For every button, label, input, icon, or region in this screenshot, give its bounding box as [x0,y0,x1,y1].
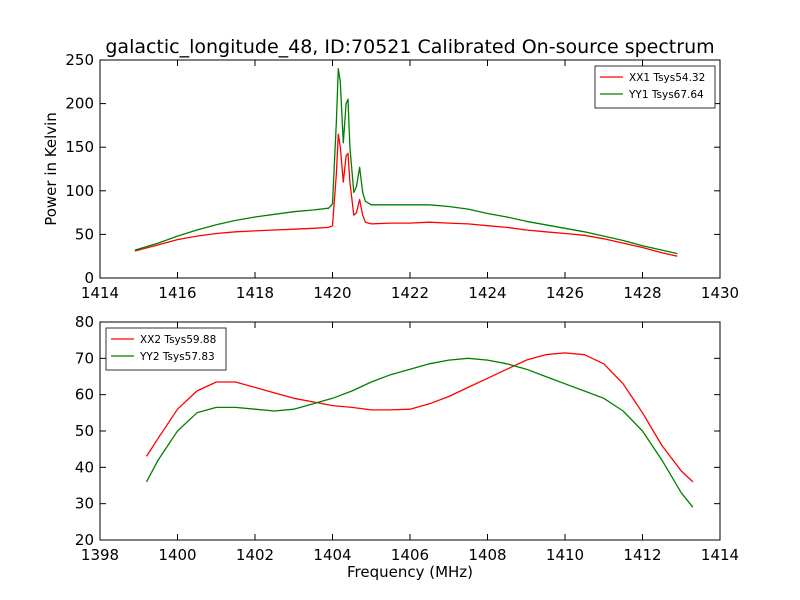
x-tick-label: 1400 [158,546,196,564]
y-tick-label: 80 [75,313,94,331]
y-tick-label: 100 [65,182,94,200]
x-tick-label: 1404 [313,546,351,564]
x-tick-label: 1430 [701,284,739,302]
y-tick-label: 20 [75,531,94,549]
legend-entry: XX2 Tsys59.88 [140,334,216,346]
legend-box [594,65,716,109]
series-line-2 [145,357,694,508]
legend-entry: YY1 Tsys67.64 [628,89,704,101]
y-tick-label: 70 [75,349,94,367]
x-tick-label: 1398 [81,546,119,564]
x-tick-label: 1408 [468,546,506,564]
y-tick-label: 200 [65,95,94,113]
y-tick-label: 0 [84,269,94,287]
x-tick-label: 1414 [81,284,119,302]
x-tick-label: 1426 [546,284,584,302]
x-tick-label: 1420 [313,284,351,302]
y-tick-label: 250 [65,51,94,69]
legend: XX1 Tsys54.32 YY1 Tsys67.64 [594,65,716,109]
y-axis-label: Power in Kelvin [42,112,60,226]
x-tick-label: 1422 [391,284,429,302]
y-tick-label: 60 [75,386,94,404]
legend: XX2 Tsys59.88 YY2 Tsys57.83 [105,327,227,371]
plots: 1414 1416 1418 1420 1422 1424 1426 1428 14300501… [42,51,739,581]
x-tick-label: 1418 [236,284,274,302]
y-tick-label: 150 [65,138,94,156]
legend-entry: XX1 Tsys54.32 [629,72,705,84]
y-tick-label: 50 [75,422,94,440]
x-tick-label: 1410 [546,546,584,564]
x-tick-label: 1416 [158,284,196,302]
subplot-2: 1398 1400 1402 1404 1406 1408 1410 1412 1414 20 30… [75,313,739,581]
subplot-1: 1414 1416 1418 1420 1422 1424 1426 1428 1430 0 50 1… [42,51,739,302]
x-tick-label: 1424 [468,284,506,302]
x-axis-label: Frequency (MHz) [347,563,473,581]
y-tick-label: 40 [75,458,94,476]
series-line-1 [145,352,694,483]
x-tick-label: 1402 [236,546,274,564]
x-tick-label: 1414 [701,546,739,564]
chart-title: galactic_longitude_48, ID:70521 Calibrat… [105,36,714,58]
x-tick-label: 1412 [623,546,661,564]
legend-entry: YY2 Tsys57.83 [139,351,215,363]
legend-box [105,327,227,371]
series-line-2 [134,68,678,255]
x-tick-label: 1428 [623,284,661,302]
x-tick-label: 1406 [391,546,429,564]
y-tick-label: 30 [75,495,94,513]
y-tick-label: 50 [75,225,94,243]
series-line-1 [134,133,678,257]
